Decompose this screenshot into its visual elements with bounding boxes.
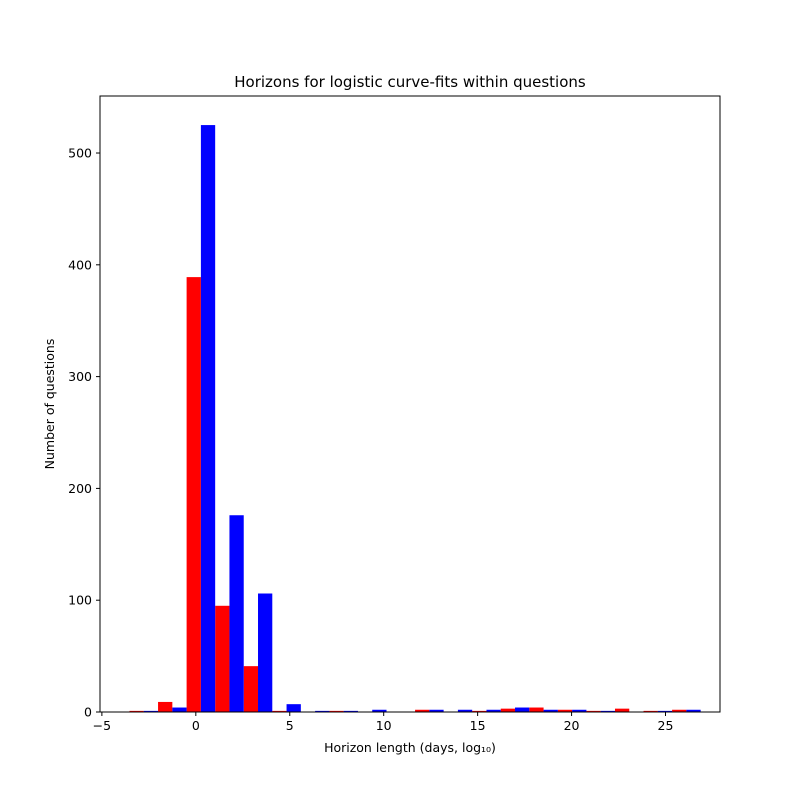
bar-series0-15 <box>672 709 687 712</box>
bar-series0-6 <box>329 710 344 712</box>
bar-series0-2 <box>186 277 201 712</box>
bar-series0-1 <box>158 701 173 712</box>
y-axis: 0 100 200 300 400 500 <box>68 146 100 720</box>
bar-series0-12 <box>586 710 601 712</box>
y-tick-label: 300 <box>68 369 92 384</box>
bar-series0-14 <box>643 710 658 712</box>
plot-frame <box>99 95 721 713</box>
bar-series1-10 <box>457 709 473 712</box>
bar-series1-2 <box>200 125 216 712</box>
bar-series1-13 <box>543 709 558 712</box>
x-tick-label: 15 <box>470 718 486 733</box>
bar-series0-7 <box>415 709 430 712</box>
bar-series0-13 <box>614 708 630 712</box>
bar-series0-10 <box>529 707 544 712</box>
bar-series1-7 <box>343 710 358 712</box>
bar-series1-16 <box>657 710 673 712</box>
bar-series1-9 <box>429 709 444 712</box>
bar-layer <box>129 125 701 712</box>
bar-series1-8 <box>372 709 387 712</box>
y-tick-label: 200 <box>68 481 92 496</box>
bar-series1-17 <box>686 709 701 712</box>
bar-series1-14 <box>572 709 587 712</box>
y-axis-label: Number of questions <box>42 339 57 470</box>
x-axis-label: Horizon length (days, log₁₀) <box>324 740 496 755</box>
bar-series0-3 <box>215 605 230 712</box>
x-tick-label: 20 <box>564 718 580 733</box>
bar-series1-12 <box>515 707 530 712</box>
bar-series1-11 <box>486 709 501 712</box>
bar-series1-3 <box>229 515 244 712</box>
x-axis: −5 0 5 10 15 20 25 <box>93 712 674 733</box>
x-tick-label: 5 <box>286 718 294 733</box>
x-tick-label: 0 <box>192 718 200 733</box>
bar-series0-9 <box>500 708 516 712</box>
bar-series1-15 <box>600 710 615 712</box>
bar-series1-1 <box>172 707 187 712</box>
bar-series1-6 <box>315 710 330 712</box>
bar-series0-8 <box>472 710 487 712</box>
bar-series0-11 <box>557 709 573 712</box>
y-tick-label: 400 <box>68 257 92 272</box>
bar-series1-0 <box>143 710 159 712</box>
bar-series1-4 <box>258 593 273 712</box>
x-tick-label: 25 <box>658 718 674 733</box>
bar-series0-0 <box>129 710 144 712</box>
y-tick-label: 100 <box>68 593 92 608</box>
y-tick-label: 0 <box>84 705 92 720</box>
chart-title: Horizons for logistic curve-fits within … <box>234 73 586 91</box>
x-tick-label: −5 <box>93 718 111 733</box>
bar-series0-5 <box>272 710 287 712</box>
x-tick-label: 10 <box>376 718 392 733</box>
bar-series0-4 <box>243 666 259 712</box>
bar-series1-5 <box>286 704 301 712</box>
y-tick-label: 500 <box>68 146 92 161</box>
